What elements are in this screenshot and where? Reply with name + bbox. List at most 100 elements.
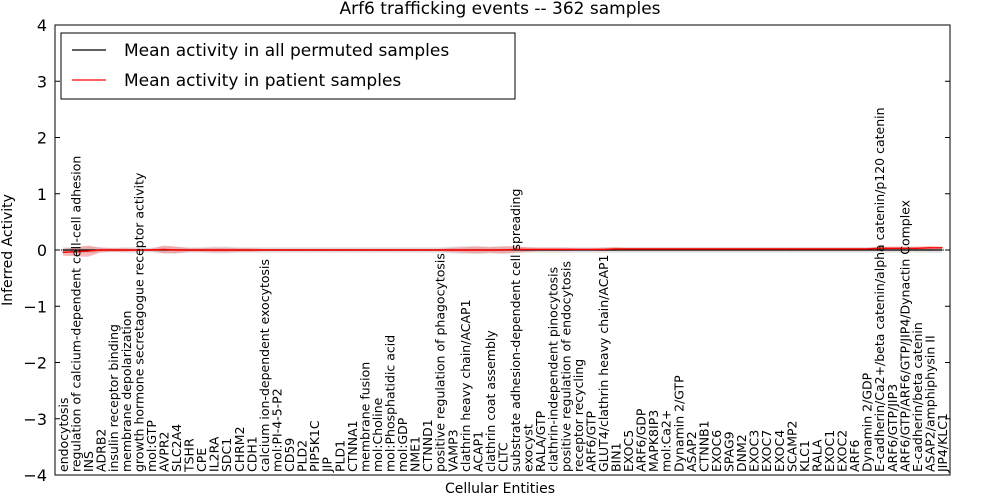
patient-point	[727, 248, 730, 250]
x-tick-label: clathrin heavy chain/ACAP1	[458, 299, 473, 472]
patient-point	[300, 249, 303, 251]
x-tick-label: SCAMP2	[784, 421, 799, 473]
patient-point	[690, 248, 692, 250]
x-tick-label: RALA/GTP	[533, 410, 548, 472]
patient-point	[501, 249, 504, 251]
x-tick-label: IL2RA	[207, 436, 222, 472]
patient-point	[715, 248, 717, 250]
x-tick-label: DNM2	[734, 434, 749, 472]
patient-point	[426, 249, 428, 251]
patient-point	[665, 248, 667, 250]
x-tick-label: E-cadherin/Ca2+/beta catenin/alpha caten…	[872, 107, 887, 472]
x-tick-label: mol:Ca2+	[659, 410, 674, 472]
x-tick-label: endocytosis	[56, 397, 71, 472]
permuted-point	[840, 249, 843, 251]
x-axis-label: Cellular Entities	[445, 481, 555, 497]
patient-point	[803, 248, 805, 250]
x-tick-label: PIP5K1C	[307, 420, 322, 472]
legend: Mean activity in all permuted samples Me…	[60, 32, 516, 100]
patient-point	[326, 249, 328, 251]
legend-label-permuted: Mean activity in all permuted samples	[124, 41, 449, 61]
patient-point	[878, 247, 880, 249]
patient-point	[539, 248, 541, 251]
x-tick-label: SLC2A4	[169, 424, 184, 472]
patient-point	[263, 249, 265, 251]
patient-point	[439, 249, 441, 251]
patient-point	[74, 251, 77, 253]
axes-frame	[54, 24, 951, 476]
x-tick-label: SPAG9	[722, 431, 737, 472]
patient-point	[162, 248, 165, 251]
x-tick-label: CDH1	[244, 436, 259, 472]
y-axis-label: Inferred Activity	[0, 194, 16, 306]
permuted-point	[62, 249, 64, 251]
patient-point	[514, 248, 516, 251]
x-tick-label: mol:Phosphatidic acid	[382, 335, 397, 472]
permuted-point	[765, 249, 767, 251]
x-tick-label: JIP	[320, 457, 335, 473]
permuted-point	[903, 249, 905, 251]
legend-label-patient: Mean activity in patient samples	[124, 71, 401, 91]
patient-point	[602, 248, 604, 251]
permuted-point	[627, 249, 629, 251]
x-tick-label: mol:PI-4-5-P2	[269, 388, 284, 472]
patient-point	[351, 249, 353, 251]
patient-point	[112, 249, 114, 251]
patient-point	[828, 248, 830, 250]
permuted-point	[916, 249, 918, 251]
y-tick-label: 0	[37, 241, 47, 260]
x-tick-label: NME1	[408, 436, 423, 472]
patient-point	[476, 249, 478, 251]
patient-point	[853, 248, 855, 250]
patient-point	[903, 247, 905, 249]
permuted-point	[878, 249, 880, 251]
permuted-point	[74, 249, 77, 251]
x-tick-label: JIP4/KLC1	[935, 413, 950, 473]
x-tick-label: EXOC2	[835, 430, 850, 472]
patient-point	[376, 249, 378, 251]
patient-point	[250, 249, 252, 251]
patient-point	[489, 249, 491, 251]
x-tick-label: E-cadherin/beta catenin	[910, 322, 925, 472]
patient-point	[652, 248, 654, 250]
x-tick-label: EXOC7	[759, 430, 774, 472]
x-tick-label: ASAP2/amphiphysin II	[922, 335, 937, 472]
x-tick-label: ARF6/GDP	[634, 408, 649, 472]
patient-point	[87, 250, 89, 252]
permuted-point	[87, 249, 89, 251]
patient-point	[552, 248, 554, 251]
x-tick-label: ASAP2	[684, 431, 699, 472]
x-tick-label: EXOC4	[772, 430, 787, 472]
x-tick-label: ARF6/GTP/JIP3	[885, 384, 900, 472]
x-tick-label: clathrin-independent pinocytosis	[546, 267, 561, 472]
y-tick-label: 4	[37, 16, 47, 35]
legend-box	[60, 32, 516, 100]
patient-point	[150, 249, 152, 251]
patient-point	[213, 249, 215, 251]
y-tick-label: 2	[37, 129, 47, 148]
patient-point	[740, 248, 742, 250]
y-tick-label: 3	[37, 72, 47, 91]
y-tick-label: −4	[23, 466, 47, 485]
x-tick-label: positive regulation of endocytosis	[558, 261, 573, 472]
x-tick-label: membrane depolarization	[119, 311, 134, 472]
x-tick-label: SDC1	[219, 438, 234, 472]
patient-point	[866, 248, 868, 250]
x-tick-label: TSHR	[182, 438, 197, 473]
patient-point	[702, 248, 705, 250]
patient-point	[891, 247, 893, 249]
permuted-point	[891, 249, 893, 251]
patient-point	[941, 247, 943, 249]
x-tick-label: growth hormone secretagogue receptor act…	[131, 172, 146, 472]
permuted-point	[803, 249, 805, 251]
x-tick-label: ARF6	[847, 440, 862, 472]
patient-point	[640, 248, 642, 250]
x-tick-label: GLUT4/clathrin heavy chain/ACAP1	[596, 254, 611, 472]
x-tick-label: CTNNA1	[345, 420, 360, 472]
x-tick-label: MAPK8IP3	[646, 410, 661, 472]
patient-point	[589, 248, 592, 251]
permuted-point	[928, 249, 931, 251]
x-tick-label: EXOC6	[709, 430, 724, 472]
